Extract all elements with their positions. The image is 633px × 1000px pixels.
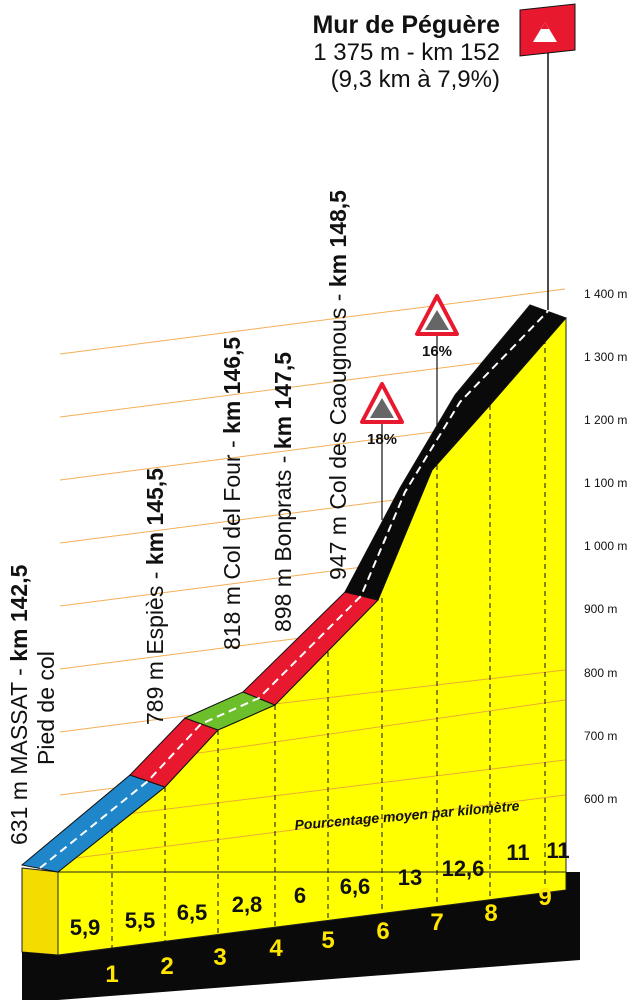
waypoint-massat-sub: Pied de col bbox=[33, 651, 59, 765]
km-marker: 5 bbox=[321, 927, 334, 954]
gradient-value: 2,8 bbox=[232, 892, 263, 917]
gradient-value: 6 bbox=[294, 883, 306, 908]
steep-label: 16% bbox=[422, 343, 452, 360]
waypoint-col-des-caougnous: 947 m Col des Caougnous - km 148,5 bbox=[325, 190, 351, 580]
summit-stats: (9,3 km à 7,9%) bbox=[331, 66, 500, 93]
km-marker: 2 bbox=[160, 953, 173, 980]
gradient-value: 6,5 bbox=[177, 900, 208, 925]
waypoint-col-del-four: 818 m Col del Four - km 146,5 bbox=[219, 337, 245, 650]
altitude-label: 1 400 m bbox=[584, 287, 627, 301]
km-dividers bbox=[111, 330, 546, 955]
altitude-label: 1 100 m bbox=[584, 476, 627, 490]
waypoint-bonprats: 898 m Bonprats - km 147,5 bbox=[270, 352, 296, 632]
summit-name: Mur de Péguère bbox=[312, 11, 500, 39]
km-marker: 1 bbox=[105, 961, 118, 988]
km-markers: 1 2 3 4 5 6 7 8 9 bbox=[105, 884, 551, 988]
altitude-label: 900 m bbox=[584, 602, 617, 616]
ribbon-black bbox=[344, 304, 567, 601]
gradient-value: 6,6 bbox=[340, 874, 371, 899]
altitude-label: 600 m bbox=[584, 792, 617, 806]
terrain-front bbox=[21, 867, 59, 956]
km-marker: 8 bbox=[484, 900, 497, 927]
steep-label: 18% bbox=[367, 431, 397, 448]
altitude-label: 1 300 m bbox=[584, 350, 627, 364]
gradient-value: 5,9 bbox=[70, 915, 101, 940]
summit-flag-icon bbox=[519, 3, 576, 57]
gradient-value: 12,6 bbox=[442, 856, 485, 881]
gradient-value: 5,5 bbox=[125, 908, 156, 933]
steep-sign-2: 16% bbox=[415, 294, 459, 432]
gradient-value: 11 bbox=[506, 840, 529, 865]
altitude-label: 1 200 m bbox=[584, 413, 627, 427]
altitude-axis: 1 400 m 1 300 m 1 200 m 1 100 m 1 000 m … bbox=[584, 287, 627, 806]
terrain-gridlines bbox=[59, 669, 566, 861]
waypoint-espies: 789 m Espiès - km 145,5 bbox=[142, 468, 168, 725]
profile-ribbon bbox=[20, 304, 567, 873]
km-marker: 3 bbox=[213, 944, 226, 971]
gradient-values: 5,9 5,5 6,5 2,8 6 6,6 13 12,6 11 11 bbox=[70, 838, 570, 940]
altitude-label: 1 000 m bbox=[584, 539, 627, 553]
waypoint-labels: 631 m MASSAT - km 142,5 Pied de col 789 … bbox=[6, 190, 351, 845]
altitude-label: 800 m bbox=[584, 666, 617, 680]
altitude-label: 700 m bbox=[584, 729, 617, 743]
km-marker: 4 bbox=[269, 935, 283, 962]
steep-sign-1: 18% bbox=[360, 382, 404, 520]
summit-altitude: 1 375 m - km 152 bbox=[313, 39, 500, 66]
km-marker: 6 bbox=[376, 918, 389, 945]
gradient-value: 13 bbox=[398, 865, 422, 890]
gradient-band bbox=[57, 871, 567, 956]
gradient-value: 11 bbox=[546, 838, 569, 863]
waypoint-massat: 631 m MASSAT - km 142,5 bbox=[6, 564, 32, 845]
km-marker: 7 bbox=[430, 909, 443, 936]
ribbon-centerline bbox=[39, 310, 549, 869]
km-marker: 9 bbox=[538, 884, 551, 911]
